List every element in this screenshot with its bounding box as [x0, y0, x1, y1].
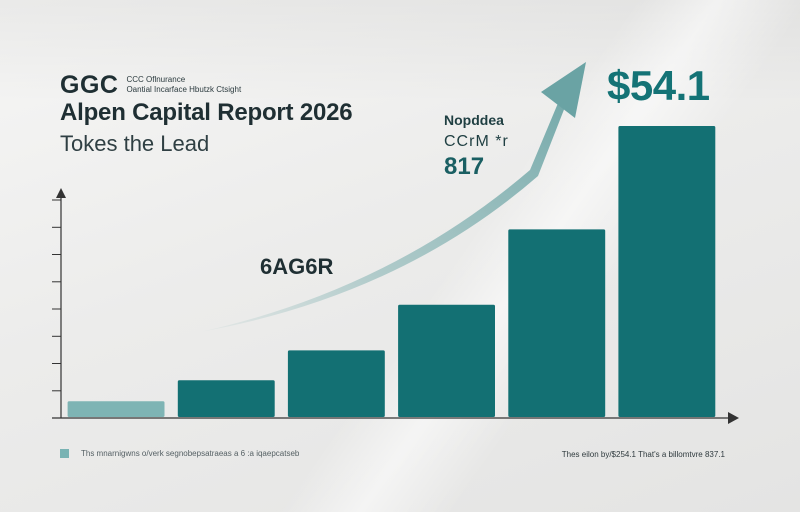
callout-line-2: CCrM *r: [444, 133, 509, 150]
footer-legend: Ths mnarnigwns o/verk segnobepsatraeas a…: [60, 449, 299, 458]
title-block: GGC CCC Oflnurance Oantial Incarface Hbu…: [60, 72, 353, 157]
y-axis-ticks: [52, 199, 61, 419]
y-axis-arrow-icon: [56, 188, 66, 198]
bar-1: [67, 401, 165, 417]
report-tagline: Tokes the Lead: [60, 131, 210, 156]
trend-arrow: [200, 62, 586, 332]
bar-2: [177, 380, 275, 417]
report-title: Alpen Capital Report 2026: [60, 99, 353, 126]
brand-subline-1: CCC Oflnurance: [126, 75, 186, 84]
cagr-label: 6AG6R: [260, 254, 334, 279]
brand-sublines: CCC Oflnurance Oantial Incarface Hbutzk …: [126, 72, 241, 95]
bar-4: [398, 304, 495, 417]
bar-5: [508, 229, 606, 417]
footer-note-left: Ths mnarnigwns o/verk segnobepsatraeas a…: [81, 449, 300, 458]
bar-series: [67, 126, 716, 417]
headline-value: $54.1: [607, 62, 710, 109]
bar-3: [287, 350, 385, 417]
callout-value: 817: [444, 153, 485, 180]
title-top: GGC CCC Oflnurance Oantial Incarface Hbu…: [60, 72, 352, 98]
x-axis-arrow-icon: [728, 412, 739, 424]
brand-subline-2: Oantial Incarface Hbutzk Ctsight: [126, 85, 242, 94]
footer-note-right: Thes eilon by/$254.1 That's a billomtvre…: [561, 450, 725, 459]
callout-line-1: Nopddea: [444, 112, 504, 128]
callout: Nopddea CCrM *r 817: [444, 112, 509, 181]
bar-6: [618, 126, 716, 417]
legend-swatch: [60, 449, 69, 458]
brand-acronym: GGC: [60, 71, 119, 99]
trend-arrow-head: [541, 62, 586, 118]
